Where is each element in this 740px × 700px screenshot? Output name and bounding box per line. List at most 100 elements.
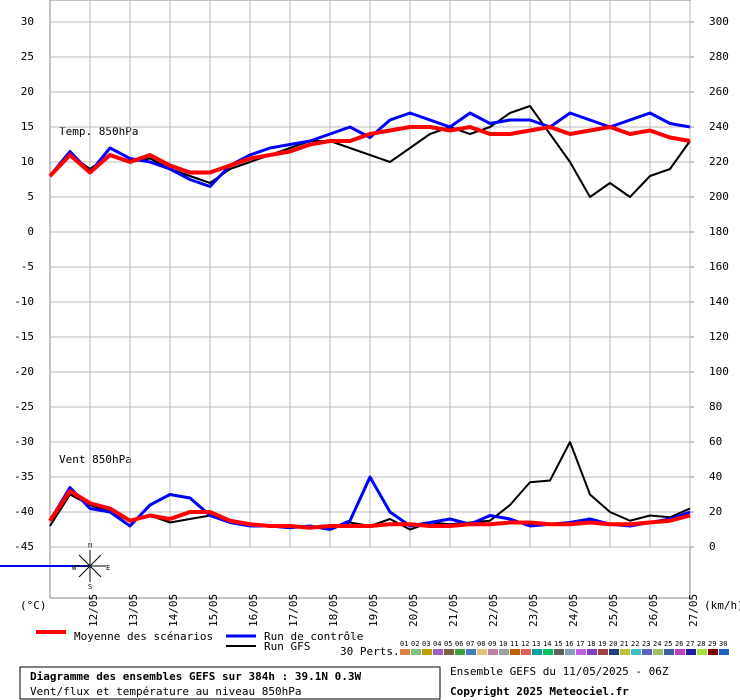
pert-label: 13 <box>532 640 540 648</box>
wind-label: Vent 850hPa <box>59 453 132 466</box>
pert-label: 20 <box>609 640 617 648</box>
perts-label: 30 Perts. <box>340 645 400 658</box>
pert-label: 27 <box>686 640 694 648</box>
y2-tick-label: 120 <box>709 330 729 343</box>
legend-label: Moyenne des scénarios <box>74 630 213 643</box>
compass-label: E <box>106 564 110 572</box>
x-tick-label: 23/05 <box>527 594 540 627</box>
pert-swatch <box>664 649 674 655</box>
x-tick-label: 15/05 <box>207 594 220 627</box>
pert-label: 01 <box>400 640 408 648</box>
pert-label: 16 <box>565 640 573 648</box>
pert-swatch <box>543 649 553 655</box>
y-tick-label: -10 <box>14 295 34 308</box>
y-tick-label: -20 <box>14 365 34 378</box>
x-tick-label: 13/05 <box>127 594 140 627</box>
box-subtitle: Vent/flux et température au niveau 850hP… <box>30 685 302 698</box>
pert-swatch <box>510 649 520 655</box>
y2-tick-label: 20 <box>709 505 722 518</box>
info-box <box>19 666 441 700</box>
legend-label: Run de contrôle <box>264 630 363 643</box>
y-tick-label: 30 <box>21 15 34 28</box>
x-tick-label: 20/05 <box>407 594 420 627</box>
y2-tick-label: 40 <box>709 470 722 483</box>
pert-label: 29 <box>708 640 716 648</box>
pert-label: 30 <box>719 640 727 648</box>
pert-label: 10 <box>499 640 507 648</box>
run-info: Ensemble GEFS du 11/05/2025 - 06Z <box>450 665 669 678</box>
pert-label: 12 <box>521 640 529 648</box>
pert-label: 21 <box>620 640 628 648</box>
pert-swatch <box>488 649 498 655</box>
compass-label: W <box>72 564 77 572</box>
y2-tick-label: 280 <box>709 50 729 63</box>
pert-swatch <box>708 649 718 655</box>
pert-swatch <box>675 649 685 655</box>
y2-tick-label: 300 <box>709 15 729 28</box>
pert-swatch <box>642 649 652 655</box>
pert-label: 06 <box>455 640 463 648</box>
x-tick-label: 27/05 <box>687 594 700 627</box>
pert-swatch <box>686 649 696 655</box>
y2-tick-label: 140 <box>709 295 729 308</box>
compass-line <box>78 554 102 578</box>
series-line <box>48 125 691 178</box>
pert-swatch <box>587 649 597 655</box>
x-tick-label: 22/05 <box>487 594 500 627</box>
pert-swatch <box>631 649 641 655</box>
y-tick-label: -35 <box>14 470 34 483</box>
temp-label: Temp. 850hPa <box>59 125 138 138</box>
pert-label: 17 <box>576 640 584 648</box>
pert-label: 04 <box>433 640 441 648</box>
y-tick-label: 20 <box>21 85 34 98</box>
pert-label: 03 <box>422 640 430 648</box>
y2-tick-label: 220 <box>709 155 729 168</box>
pert-swatch <box>400 649 410 655</box>
pert-label: 19 <box>598 640 606 648</box>
y2-tick-label: 260 <box>709 85 729 98</box>
pert-label: 15 <box>554 640 562 648</box>
pert-swatch <box>466 649 476 655</box>
y-tick-label: -25 <box>14 400 34 413</box>
pert-swatch <box>521 649 531 655</box>
series-line <box>48 475 691 531</box>
pert-label: 18 <box>587 640 595 648</box>
y-tick-label: 25 <box>21 50 34 63</box>
pert-swatch <box>411 649 421 655</box>
pert-swatch <box>499 649 509 655</box>
pert-swatch <box>598 649 608 655</box>
y2-unit: (km/h) <box>704 599 740 612</box>
pert-swatch <box>697 649 707 655</box>
y-tick-label: -5 <box>21 260 34 273</box>
x-tick-label: 12/05 <box>87 594 100 627</box>
y-unit: (°C) <box>20 599 47 612</box>
pert-label: 14 <box>543 640 551 648</box>
y2-tick-label: 200 <box>709 190 729 203</box>
pert-label: 22 <box>631 640 639 648</box>
y-tick-label: 15 <box>21 120 34 133</box>
y2-tick-label: 100 <box>709 365 729 378</box>
copyright: Copyright 2025 Meteociel.fr <box>450 685 629 698</box>
y-tick-label: 10 <box>21 155 34 168</box>
pert-swatch <box>422 649 432 655</box>
pert-swatch <box>719 649 729 655</box>
x-tick-label: 18/05 <box>327 594 340 627</box>
y2-tick-label: 80 <box>709 400 722 413</box>
x-tick-label: 21/05 <box>447 594 460 627</box>
y-tick-label: 0 <box>27 225 34 238</box>
y-tick-label: 5 <box>27 190 34 203</box>
pert-swatch <box>455 649 465 655</box>
pert-swatch <box>609 649 619 655</box>
pert-swatch <box>444 649 454 655</box>
y2-tick-label: 0 <box>709 540 716 553</box>
y-tick-label: -45 <box>14 540 34 553</box>
y-tick-label: -40 <box>14 505 34 518</box>
y-tick-label: -15 <box>14 330 34 343</box>
y2-tick-label: 160 <box>709 260 729 273</box>
pert-swatch <box>653 649 663 655</box>
compass-label: S <box>88 583 92 591</box>
legend-label: Run GFS <box>264 640 310 653</box>
x-tick-label: 17/05 <box>287 594 300 627</box>
pert-label: 26 <box>675 640 683 648</box>
